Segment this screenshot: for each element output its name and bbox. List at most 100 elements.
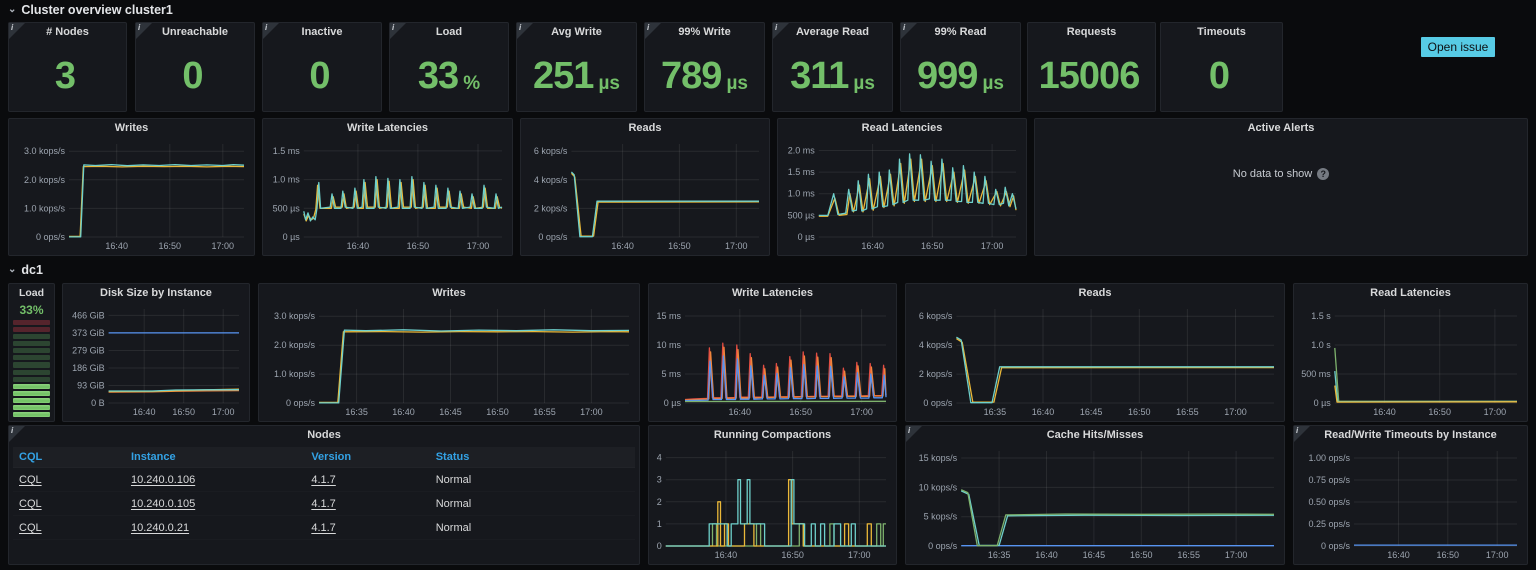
panel-title[interactable]: Reads [1078, 287, 1112, 299]
cql-link[interactable]: CQL [19, 498, 42, 510]
stat-value: 311 µs [790, 55, 875, 97]
panel-title[interactable]: 99% Read [934, 26, 987, 38]
info-icon[interactable]: i [390, 23, 406, 39]
panel-title[interactable]: Read Latencies [861, 122, 943, 134]
panel-nodes-table: i Nodes CQL Instance Version Status CQL … [8, 425, 640, 565]
section-dc1[interactable]: ⌄ dc1 [8, 263, 43, 277]
instance-link[interactable]: 10.240.0.106 [130, 474, 196, 486]
column-header-cql[interactable]: CQL [13, 447, 125, 468]
svg-text:1.5 ms: 1.5 ms [788, 167, 816, 177]
open-issue-button[interactable]: Open issue [1421, 37, 1495, 57]
version-link[interactable]: 4.1.7 [311, 498, 336, 510]
svg-text:16:40: 16:40 [1373, 407, 1396, 417]
info-icon[interactable]: i [645, 23, 661, 39]
svg-text:16:40: 16:40 [1032, 407, 1055, 417]
info-icon[interactable]: i [9, 426, 25, 442]
panel-reads-dc1: Reads 0 ops/s 2 kops/s 4 kops/s 6 kops/s 16:… [905, 283, 1285, 422]
panel-title[interactable]: Requests [1066, 26, 1117, 38]
chart-read-latencies-cluster[interactable]: 0 µs 500 µs 1.0 ms 1.5 ms 2.0 ms 16:40 16:50 17… [780, 138, 1024, 253]
column-header-instance[interactable]: Instance [125, 447, 305, 468]
info-icon[interactable]: i [906, 426, 922, 442]
section-cluster-overview[interactable]: ⌄ Cluster overview cluster1 [8, 3, 173, 17]
svg-text:1.0 ms: 1.0 ms [788, 189, 816, 199]
panel-title[interactable]: # Nodes [46, 26, 89, 38]
stat-panel-unreachable: i Unreachable 0 [135, 22, 255, 112]
chart-write-latencies-cluster[interactable]: 0 µs 500 µs 1.0 ms 1.5 ms 16:40 16:50 17:00 [265, 138, 510, 253]
panel-title[interactable]: Nodes [307, 429, 341, 441]
svg-text:0 ops/s: 0 ops/s [36, 232, 66, 242]
cql-link[interactable]: CQL [19, 522, 42, 534]
panel-title[interactable]: Load [18, 287, 45, 299]
panel-title[interactable]: 99% Write [678, 26, 731, 38]
svg-text:17:00: 17:00 [850, 407, 873, 417]
panel-title[interactable]: Cache Hits/Misses [1046, 429, 1144, 441]
panel-title[interactable]: Writes [432, 287, 466, 299]
chart-write-latencies-dc1[interactable]: 0 µs 5 ms 10 ms 15 ms 16:40 16:50 17:00 [651, 303, 894, 419]
chart-reads-dc1[interactable]: 0 ops/s 2 kops/s 4 kops/s 6 kops/s 16:35 16:4… [908, 303, 1282, 419]
chart-cache-hits-misses[interactable]: 0 ops/s 5 kops/s 10 kops/s 15 kops/s 16:35 16… [908, 445, 1282, 562]
panel-title[interactable]: Inactive [301, 26, 343, 38]
panel-title[interactable]: Disk Size by Instance [100, 287, 212, 299]
panel-title[interactable]: Active Alerts [1247, 122, 1315, 134]
column-header-version[interactable]: Version [305, 447, 429, 468]
info-icon[interactable]: i [9, 23, 25, 39]
svg-text:0 ops/s: 0 ops/s [928, 541, 958, 551]
panel-title[interactable]: Unreachable [161, 26, 229, 38]
info-icon[interactable]: i [263, 23, 279, 39]
stat-panel-timeouts: Timeouts 0 [1160, 22, 1283, 112]
panel-title[interactable]: Load [435, 26, 463, 38]
chart-writes-dc1[interactable]: 0 ops/s 1.0 kops/s 2.0 kops/s 3.0 kops/s 16:… [261, 303, 637, 419]
panel-title[interactable]: Read/Write Timeouts by Instance [1324, 429, 1497, 441]
svg-text:1: 1 [657, 519, 662, 529]
svg-text:3: 3 [657, 475, 662, 485]
chart-running-compactions[interactable]: 0 1 2 3 4 16:40 16:50 17:00 [651, 445, 894, 562]
svg-text:15 ms: 15 ms [656, 311, 681, 321]
stat-value: 0 [182, 55, 203, 97]
panel-title[interactable]: Timeouts [1197, 26, 1246, 38]
svg-text:17:00: 17:00 [212, 241, 235, 251]
stat-value: 15006 [1038, 55, 1141, 97]
svg-text:2.0 ms: 2.0 ms [788, 146, 816, 156]
info-icon[interactable]: i [1294, 426, 1310, 442]
panel-title[interactable]: Read Latencies [1370, 287, 1451, 299]
instance-link[interactable]: 10.240.0.21 [130, 522, 190, 534]
version-link[interactable]: 4.1.7 [311, 474, 336, 486]
panel-title[interactable]: Average Read [796, 26, 869, 38]
instance-link[interactable]: 10.240.0.105 [130, 498, 196, 510]
panel-title[interactable]: Write Latencies [346, 122, 429, 134]
column-header-status[interactable]: Status [430, 447, 635, 468]
panel-title[interactable]: Write Latencies [731, 287, 814, 299]
panel-title[interactable]: Avg Write [551, 26, 602, 38]
help-icon[interactable]: ? [1317, 168, 1330, 180]
svg-text:16:50: 16:50 [789, 407, 812, 417]
svg-text:17:00: 17:00 [1224, 407, 1247, 417]
svg-text:16:50: 16:50 [486, 407, 509, 417]
chart-rw-timeouts[interactable]: 0 ops/s 0.25 ops/s 0.50 ops/s 0.75 ops/s 1.0… [1296, 445, 1525, 562]
svg-text:16:40: 16:40 [729, 407, 752, 417]
svg-text:16:50: 16:50 [1437, 550, 1460, 560]
chart-disk-size[interactable]: 0 B 93 GiB 186 GiB 279 GiB 373 GiB 466 GiB 16:… [65, 303, 247, 419]
chart-reads-cluster[interactable]: 0 ops/s 2 kops/s 4 kops/s 6 kops/s 16:40 16:5… [523, 138, 767, 253]
status-value: Normal [435, 474, 472, 486]
svg-text:16:50: 16:50 [172, 407, 195, 417]
chevron-down-icon: ⌄ [8, 263, 17, 275]
panel-title[interactable]: Running Compactions [713, 429, 832, 441]
chart-read-latencies-dc1[interactable]: 0 µs 500 ms 1.0 s 1.5 s 16:40 16:50 17:00 [1296, 303, 1525, 419]
cql-link[interactable]: CQL [19, 474, 42, 486]
stat-panel-99-read: i 99% Read 999 µs [900, 22, 1021, 112]
svg-text:17:00: 17:00 [212, 407, 235, 417]
chart-writes-cluster[interactable]: 0 ops/s 1.0 kops/s 2.0 kops/s 3.0 kops/s 16:… [11, 138, 252, 253]
info-icon[interactable]: i [136, 23, 152, 39]
info-icon[interactable]: i [901, 23, 917, 39]
svg-text:4 kops/s: 4 kops/s [534, 175, 568, 185]
svg-text:16:50: 16:50 [407, 241, 430, 251]
svg-text:16:35: 16:35 [345, 407, 368, 417]
version-link[interactable]: 4.1.7 [311, 522, 336, 534]
svg-text:16:55: 16:55 [533, 407, 556, 417]
status-value: Normal [435, 498, 472, 510]
info-icon[interactable]: i [773, 23, 789, 39]
panel-title[interactable]: Writes [114, 122, 149, 134]
panel-read-latencies-dc1: Read Latencies 0 µs 500 ms 1.0 s 1.5 s 16:40… [1293, 283, 1528, 422]
panel-title[interactable]: Reads [628, 122, 662, 134]
info-icon[interactable]: i [517, 23, 533, 39]
